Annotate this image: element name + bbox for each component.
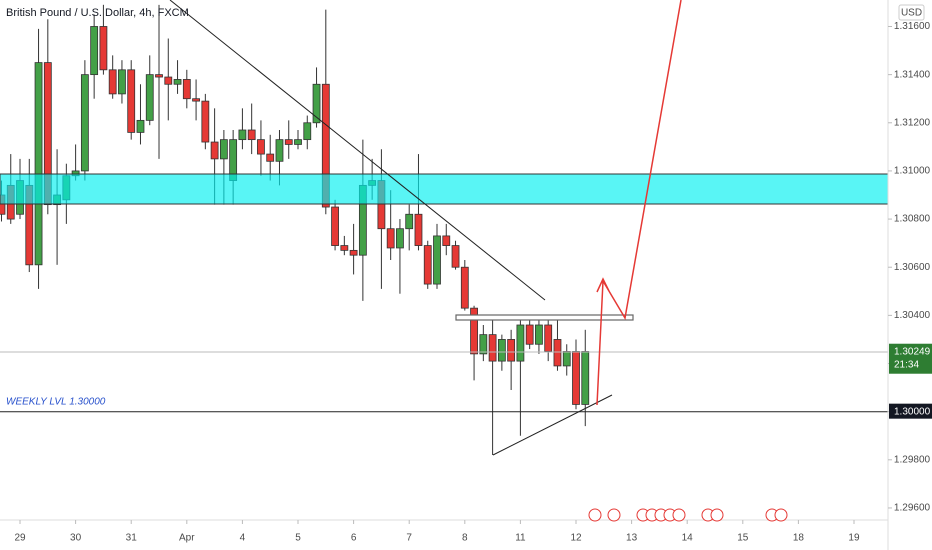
candle-body (136, 119, 145, 133)
x-tick-label: 4 (240, 533, 246, 544)
y-tick-label: 1.30800 (894, 214, 931, 225)
candle-body (349, 249, 358, 256)
y-tick-label: 1.31000 (894, 166, 931, 177)
candle-body (433, 235, 441, 285)
y-tick-label: 1.30400 (894, 310, 931, 321)
x-tick-label: 6 (351, 533, 357, 544)
breakout-level (455, 314, 634, 321)
candle-body (182, 79, 191, 100)
y-tick-label: 1.29800 (894, 454, 931, 465)
projection-arrow (596, 0, 682, 406)
candle-body (442, 235, 451, 246)
candle-body (470, 307, 478, 355)
candle-body (284, 139, 293, 145)
price-tag (889, 343, 932, 374)
candle-body (312, 83, 321, 124)
candle-body (164, 76, 173, 85)
candle-body (266, 153, 275, 162)
x-tick-label: 12 (570, 533, 582, 544)
x-tick-label: 31 (126, 533, 138, 544)
candle-body (572, 351, 580, 405)
candle-body (201, 100, 210, 143)
x-tick-label: 18 (793, 533, 805, 544)
event-icon (672, 508, 686, 522)
candle-body (219, 139, 228, 160)
x-tick-label: 15 (737, 533, 749, 544)
support-line (492, 394, 613, 456)
chart-title: British Pound / U.S. Dollar, 4h, FXCM (6, 7, 189, 19)
candle-body (405, 213, 414, 230)
candle-body (516, 324, 525, 362)
resistance-zone (0, 173, 889, 205)
candle-body (294, 139, 302, 145)
candle-body (192, 98, 200, 102)
event-icon (588, 508, 602, 522)
candle-body (535, 324, 543, 345)
candle-body (210, 141, 219, 160)
x-tick-label: 11 (515, 533, 526, 544)
x-tick-label: 29 (14, 533, 26, 544)
candle-body (80, 74, 89, 172)
candle-body (321, 83, 330, 208)
event-icon (607, 508, 621, 522)
x-tick-label: 14 (682, 533, 694, 544)
candle-body (497, 339, 506, 362)
candle-body (145, 74, 154, 121)
price-tag-timer: 21:34 (894, 359, 919, 370)
candle-body (34, 62, 43, 266)
candle-body (562, 351, 571, 367)
x-tick-label: 30 (70, 533, 82, 544)
candle-body (43, 62, 52, 206)
candle-body (127, 69, 136, 133)
calendar-events (588, 508, 788, 522)
candle-body (340, 245, 349, 251)
y-tick-label: 1.31600 (894, 21, 931, 32)
annotation: WEEKLY LVL 1.30000 (6, 397, 106, 408)
price-tag (889, 403, 932, 419)
y-tick-label: 1.29600 (894, 503, 931, 514)
candle-body (544, 324, 553, 352)
currency-box (898, 4, 925, 21)
candle-body (414, 213, 423, 246)
x-tick-label: 19 (848, 533, 860, 544)
candle-body (460, 266, 469, 309)
candle-body (90, 26, 99, 76)
event-icon (774, 508, 788, 522)
candle-body (423, 245, 432, 285)
y-tick-label: 1.30600 (894, 262, 931, 273)
currency: USD (901, 8, 922, 19)
candle-body (331, 206, 339, 246)
candle-body (507, 339, 516, 362)
candle-body (108, 69, 117, 95)
candle-body (247, 129, 256, 141)
x-tick-label: 8 (462, 533, 468, 544)
x-tick-label: Apr (179, 533, 195, 544)
x-tick-label: 13 (626, 533, 638, 544)
candle-body (553, 339, 562, 367)
candle-body (303, 122, 312, 141)
candle-body (155, 74, 163, 78)
y-tick-label: 1.31400 (894, 69, 931, 80)
candle-body (257, 139, 265, 155)
candle-body (488, 334, 497, 362)
candle-body (173, 79, 182, 85)
candle-body (99, 26, 108, 71)
event-icon (710, 508, 724, 522)
price-tag-label: 1.30249 (894, 346, 931, 357)
x-tick-label: 5 (295, 533, 301, 544)
candle-body (386, 228, 395, 249)
x-tick-label: 7 (406, 533, 412, 544)
price-tag-label: 1.30000 (894, 406, 931, 417)
trend-line (169, 0, 546, 301)
candle-body (275, 139, 284, 162)
candle-body (118, 69, 126, 95)
candle-body (525, 324, 534, 345)
candle-body (581, 351, 590, 405)
candle-body (451, 245, 460, 268)
y-tick-label: 1.31200 (894, 117, 931, 128)
candle-body (479, 334, 488, 355)
candle-body (396, 228, 404, 249)
candle-body (238, 129, 247, 141)
